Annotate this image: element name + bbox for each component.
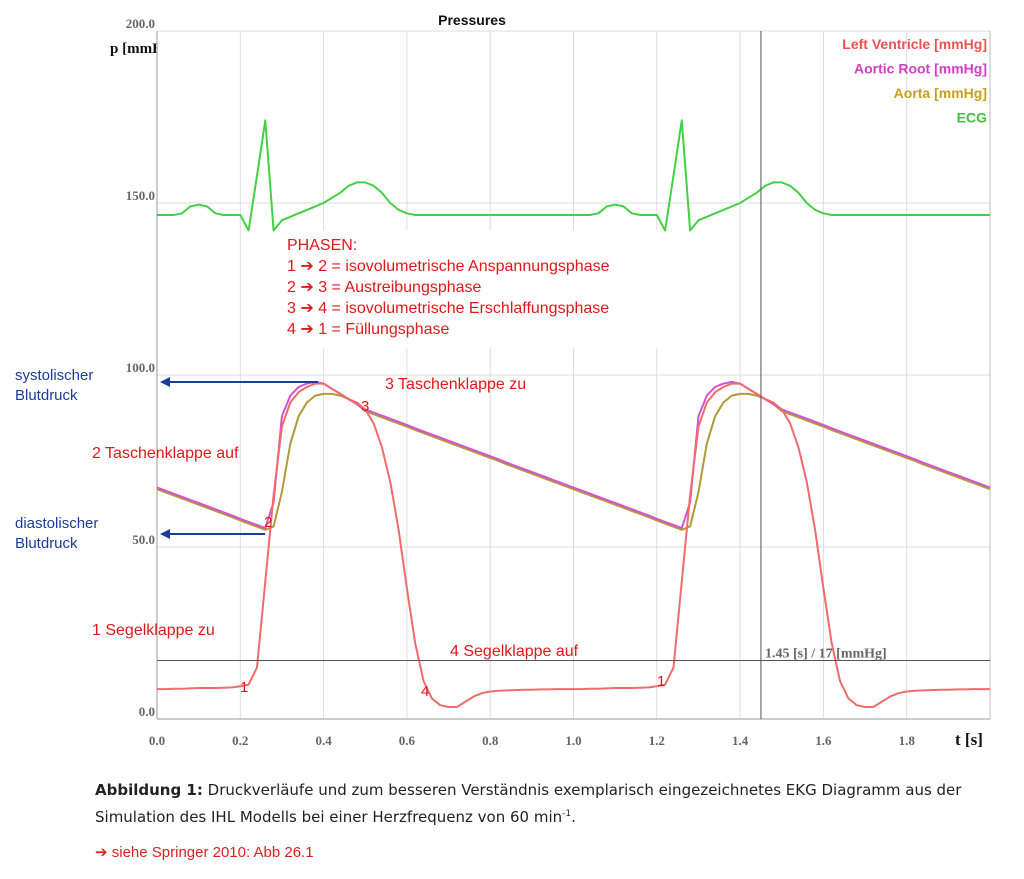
arrow-head bbox=[160, 377, 170, 387]
annotation: 4 Segelklappe auf bbox=[450, 643, 579, 660]
x-tick-label: 1.2 bbox=[649, 733, 665, 748]
x-tick-label: 0.8 bbox=[482, 733, 499, 748]
annotation: 2 Taschenklappe auf bbox=[92, 445, 239, 462]
legend-entry: Aortic Root [mmHg] bbox=[854, 61, 987, 77]
x-axis-label: t [s] bbox=[955, 730, 983, 749]
caption-superscript: -1 bbox=[562, 809, 572, 819]
point-label: 3 bbox=[361, 398, 369, 415]
pressure-label: diastolischer bbox=[15, 515, 98, 532]
x-tick-label: 0.2 bbox=[232, 733, 248, 748]
x-tick-label: 0.6 bbox=[399, 733, 416, 748]
series-line bbox=[157, 382, 990, 708]
legend-entry: Left Ventricle [mmHg] bbox=[842, 36, 987, 52]
series-line bbox=[156, 380, 991, 530]
x-tick-label: 1.0 bbox=[565, 733, 581, 748]
legend-entry: ECG bbox=[957, 110, 987, 126]
phase-line: 3 ➔ 4 = isovolumetrische Erschlaffungsph… bbox=[287, 300, 609, 317]
caption-end: . bbox=[571, 808, 576, 826]
arrow-head bbox=[160, 529, 170, 539]
point-label: 1 bbox=[240, 679, 248, 696]
y-tick-label: 200.0 bbox=[126, 16, 155, 31]
y-tick-label: 100.0 bbox=[126, 360, 155, 375]
phase-line: 1 ➔ 2 = isovolumetrische Anspannungsphas… bbox=[287, 258, 610, 275]
point-label: 2 bbox=[264, 514, 272, 531]
series-line bbox=[156, 392, 991, 531]
x-tick-label: 0.4 bbox=[315, 733, 332, 748]
figure-caption: Abbildung 1: Druckverläufe und zum besse… bbox=[95, 778, 1010, 829]
x-tick-label: 1.8 bbox=[899, 733, 916, 748]
caption-label: Abbildung 1: bbox=[95, 781, 203, 799]
caption-text: Druckverläufe und zum besseren Verständn… bbox=[95, 781, 962, 826]
chart-title: Pressures bbox=[438, 12, 506, 28]
phase-line: 4 ➔ 1 = Füllungsphase bbox=[287, 321, 450, 338]
pressure-label: Blutdruck bbox=[15, 387, 78, 404]
x-tick-label: 0.0 bbox=[149, 733, 165, 748]
reference: ➔ siehe Springer 2010: Abb 26.1 bbox=[95, 844, 314, 861]
x-tick-label: 1.6 bbox=[815, 733, 832, 748]
y-tick-label: 50.0 bbox=[132, 532, 155, 547]
point-label: 4 bbox=[421, 683, 429, 700]
point-label: 1 bbox=[657, 673, 665, 690]
y-tick-label: 0.0 bbox=[139, 704, 155, 719]
chart: Pressures p [mmHg] t [s] 0.050.0100.0150… bbox=[15, 12, 991, 749]
pressure-label: Blutdruck bbox=[15, 535, 78, 552]
y-tick-label: 150.0 bbox=[126, 188, 155, 203]
legend-entry: Aorta [mmHg] bbox=[894, 85, 987, 101]
phase-box bbox=[282, 230, 662, 348]
annotation: 3 Taschenklappe zu bbox=[385, 376, 526, 393]
pressure-label: systolischer bbox=[15, 367, 93, 384]
cursor-label: 1.45 [s] / 17 [mmHg] bbox=[765, 647, 887, 662]
x-tick-label: 1.4 bbox=[732, 733, 749, 748]
series-line bbox=[157, 119, 990, 232]
phase-line: 2 ➔ 3 = Austreibungsphase bbox=[287, 279, 482, 296]
phase-title: PHASEN: bbox=[287, 237, 357, 254]
annotation: 1 Segelklappe zu bbox=[92, 622, 215, 639]
